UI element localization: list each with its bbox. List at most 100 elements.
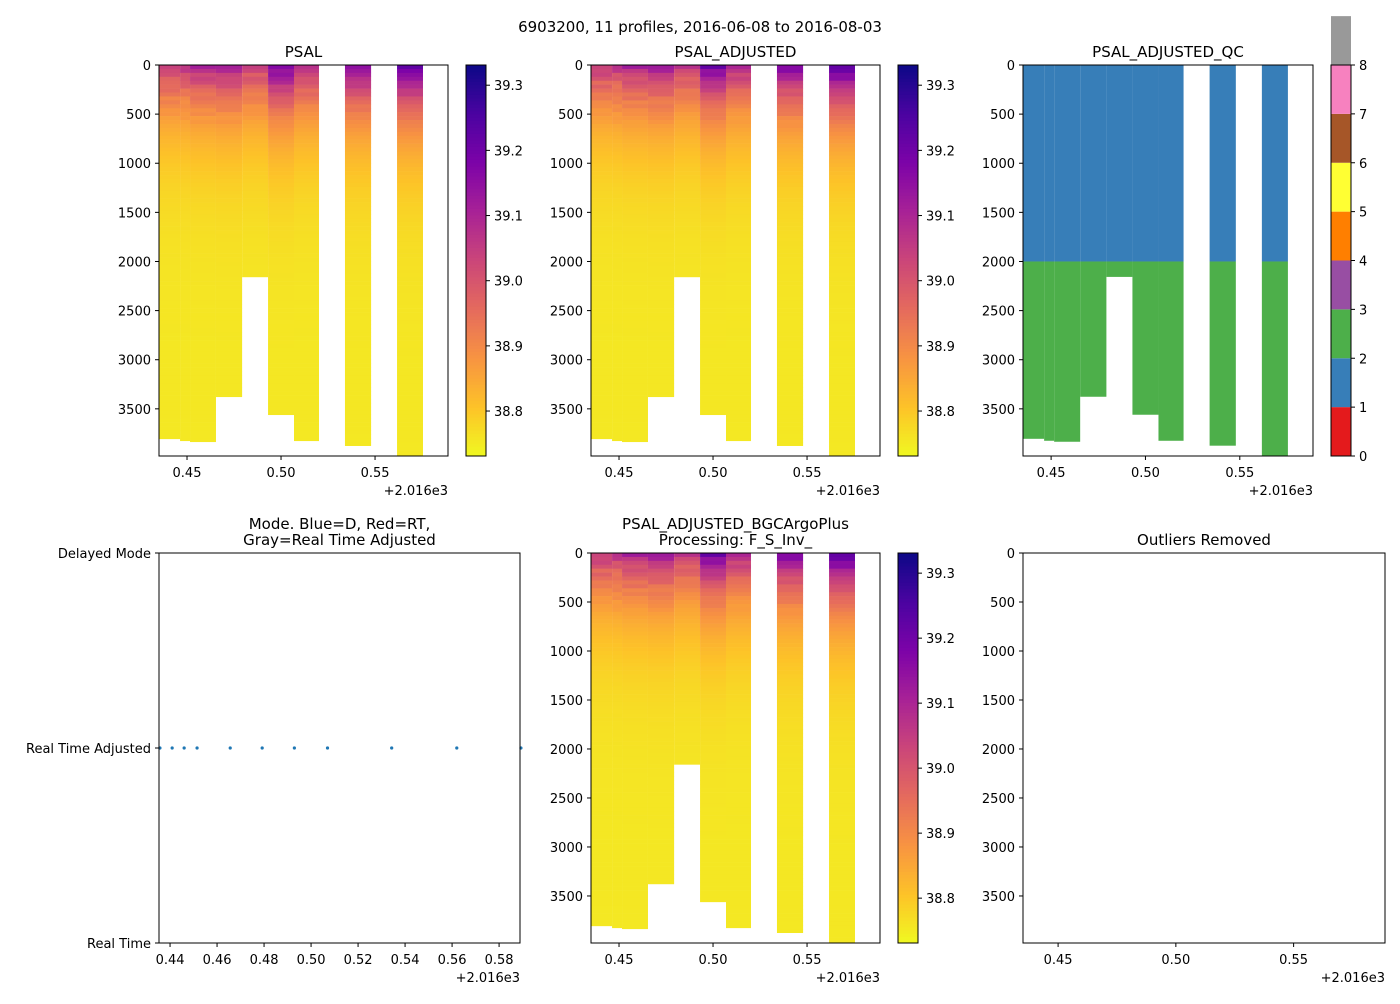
salinity-cell xyxy=(700,116,727,121)
colorbar-segment xyxy=(898,201,918,206)
salinity-cell xyxy=(190,434,216,439)
salinity-cell xyxy=(647,182,675,188)
salinity-cell xyxy=(190,214,216,219)
salinity-cell xyxy=(647,556,675,562)
salinity-cell xyxy=(159,430,181,435)
salinity-cell xyxy=(674,241,701,247)
salinity-cell xyxy=(726,897,752,903)
salinity-cell xyxy=(159,300,181,306)
salinity-cell xyxy=(159,434,181,439)
colorbar-segment xyxy=(466,263,486,268)
salinity-cell xyxy=(268,218,295,223)
salinity-cell xyxy=(159,100,181,105)
salinity-cell xyxy=(180,351,191,357)
salinity-cell xyxy=(612,654,623,660)
salinity-cell xyxy=(647,241,675,247)
salinity-cell xyxy=(397,324,423,329)
salinity-cell xyxy=(700,553,727,558)
y-tick-label: 1500 xyxy=(550,206,583,221)
salinity-cell xyxy=(647,281,675,286)
salinity-cell xyxy=(591,143,613,148)
salinity-cell xyxy=(622,135,648,140)
salinity-cell xyxy=(829,894,855,899)
salinity-cell xyxy=(159,190,181,195)
salinity-cell xyxy=(294,112,320,117)
salinity-cell xyxy=(190,68,216,74)
salinity-cell xyxy=(612,438,623,442)
colorbar-segment xyxy=(466,328,486,333)
salinity-cell xyxy=(700,399,727,404)
salinity-cell xyxy=(726,823,752,828)
colorbar-segment xyxy=(898,345,918,349)
salinity-cell xyxy=(776,807,804,812)
salinity-cell xyxy=(344,296,372,302)
salinity-cell xyxy=(397,434,423,439)
x-tick-label: 0.50 xyxy=(1161,953,1190,968)
salinity-cell xyxy=(674,600,701,605)
salinity-cell xyxy=(726,100,752,105)
salinity-cell xyxy=(700,811,727,816)
salinity-cell xyxy=(622,178,648,184)
salinity-cell xyxy=(700,631,727,636)
salinity-cell xyxy=(700,163,727,168)
y-tick-label: 2500 xyxy=(982,792,1015,807)
salinity-cell xyxy=(622,100,648,105)
salinity-cell xyxy=(726,556,752,562)
salinity-cell xyxy=(591,96,613,101)
salinity-cell xyxy=(268,123,295,129)
salinity-cell xyxy=(294,80,320,85)
salinity-cell xyxy=(829,410,855,416)
salinity-cell xyxy=(294,131,320,137)
salinity-cell xyxy=(397,233,423,239)
salinity-cell xyxy=(622,796,648,801)
salinity-cell xyxy=(612,304,623,309)
salinity-cell xyxy=(829,635,855,640)
salinity-cell xyxy=(242,68,269,74)
salinity-cell xyxy=(397,245,423,250)
salinity-cell xyxy=(180,340,191,345)
colorbar-segment xyxy=(466,84,486,89)
salinity-cell xyxy=(776,698,804,703)
salinity-cell xyxy=(700,858,727,863)
salinity-cell xyxy=(294,182,320,188)
salinity-cell xyxy=(829,237,855,243)
salinity-cell xyxy=(215,92,243,97)
salinity-cell xyxy=(591,316,613,321)
y-tick-label: 500 xyxy=(990,108,1015,123)
colorbar-segment xyxy=(898,221,918,226)
salinity-cell xyxy=(829,862,855,867)
salinity-cell xyxy=(700,147,727,152)
salinity-cell xyxy=(159,324,181,329)
colorbar-segment xyxy=(466,387,486,392)
salinity-cell xyxy=(674,245,701,250)
colorbar-segment xyxy=(466,201,486,206)
colorbar-segment xyxy=(466,166,486,170)
salinity-cell xyxy=(829,218,855,223)
colorbar-segment xyxy=(898,152,918,157)
salinity-cell xyxy=(776,882,804,887)
salinity-cell xyxy=(647,596,675,601)
colorbar-segment xyxy=(898,845,918,850)
salinity-cell xyxy=(674,678,701,683)
salinity-cell xyxy=(591,901,613,907)
salinity-cell xyxy=(674,123,701,129)
salinity-cell xyxy=(397,163,423,168)
salinity-cell xyxy=(700,560,727,566)
colorbar-segment xyxy=(898,143,918,147)
salinity-cell xyxy=(647,375,675,380)
salinity-cell xyxy=(294,312,320,317)
salinity-cell xyxy=(647,285,675,290)
salinity-cell xyxy=(591,748,613,754)
salinity-cell xyxy=(268,304,295,309)
colorbar-segment xyxy=(898,631,918,635)
salinity-cell xyxy=(776,580,804,585)
salinity-cell xyxy=(159,182,181,188)
salinity-cell xyxy=(829,127,855,133)
salinity-cell xyxy=(622,623,648,628)
salinity-cell xyxy=(180,76,191,82)
salinity-cell xyxy=(829,182,855,188)
salinity-cell xyxy=(829,572,855,577)
salinity-cell xyxy=(159,127,181,133)
salinity-cell xyxy=(776,811,804,816)
colorbar-segment xyxy=(898,452,918,457)
